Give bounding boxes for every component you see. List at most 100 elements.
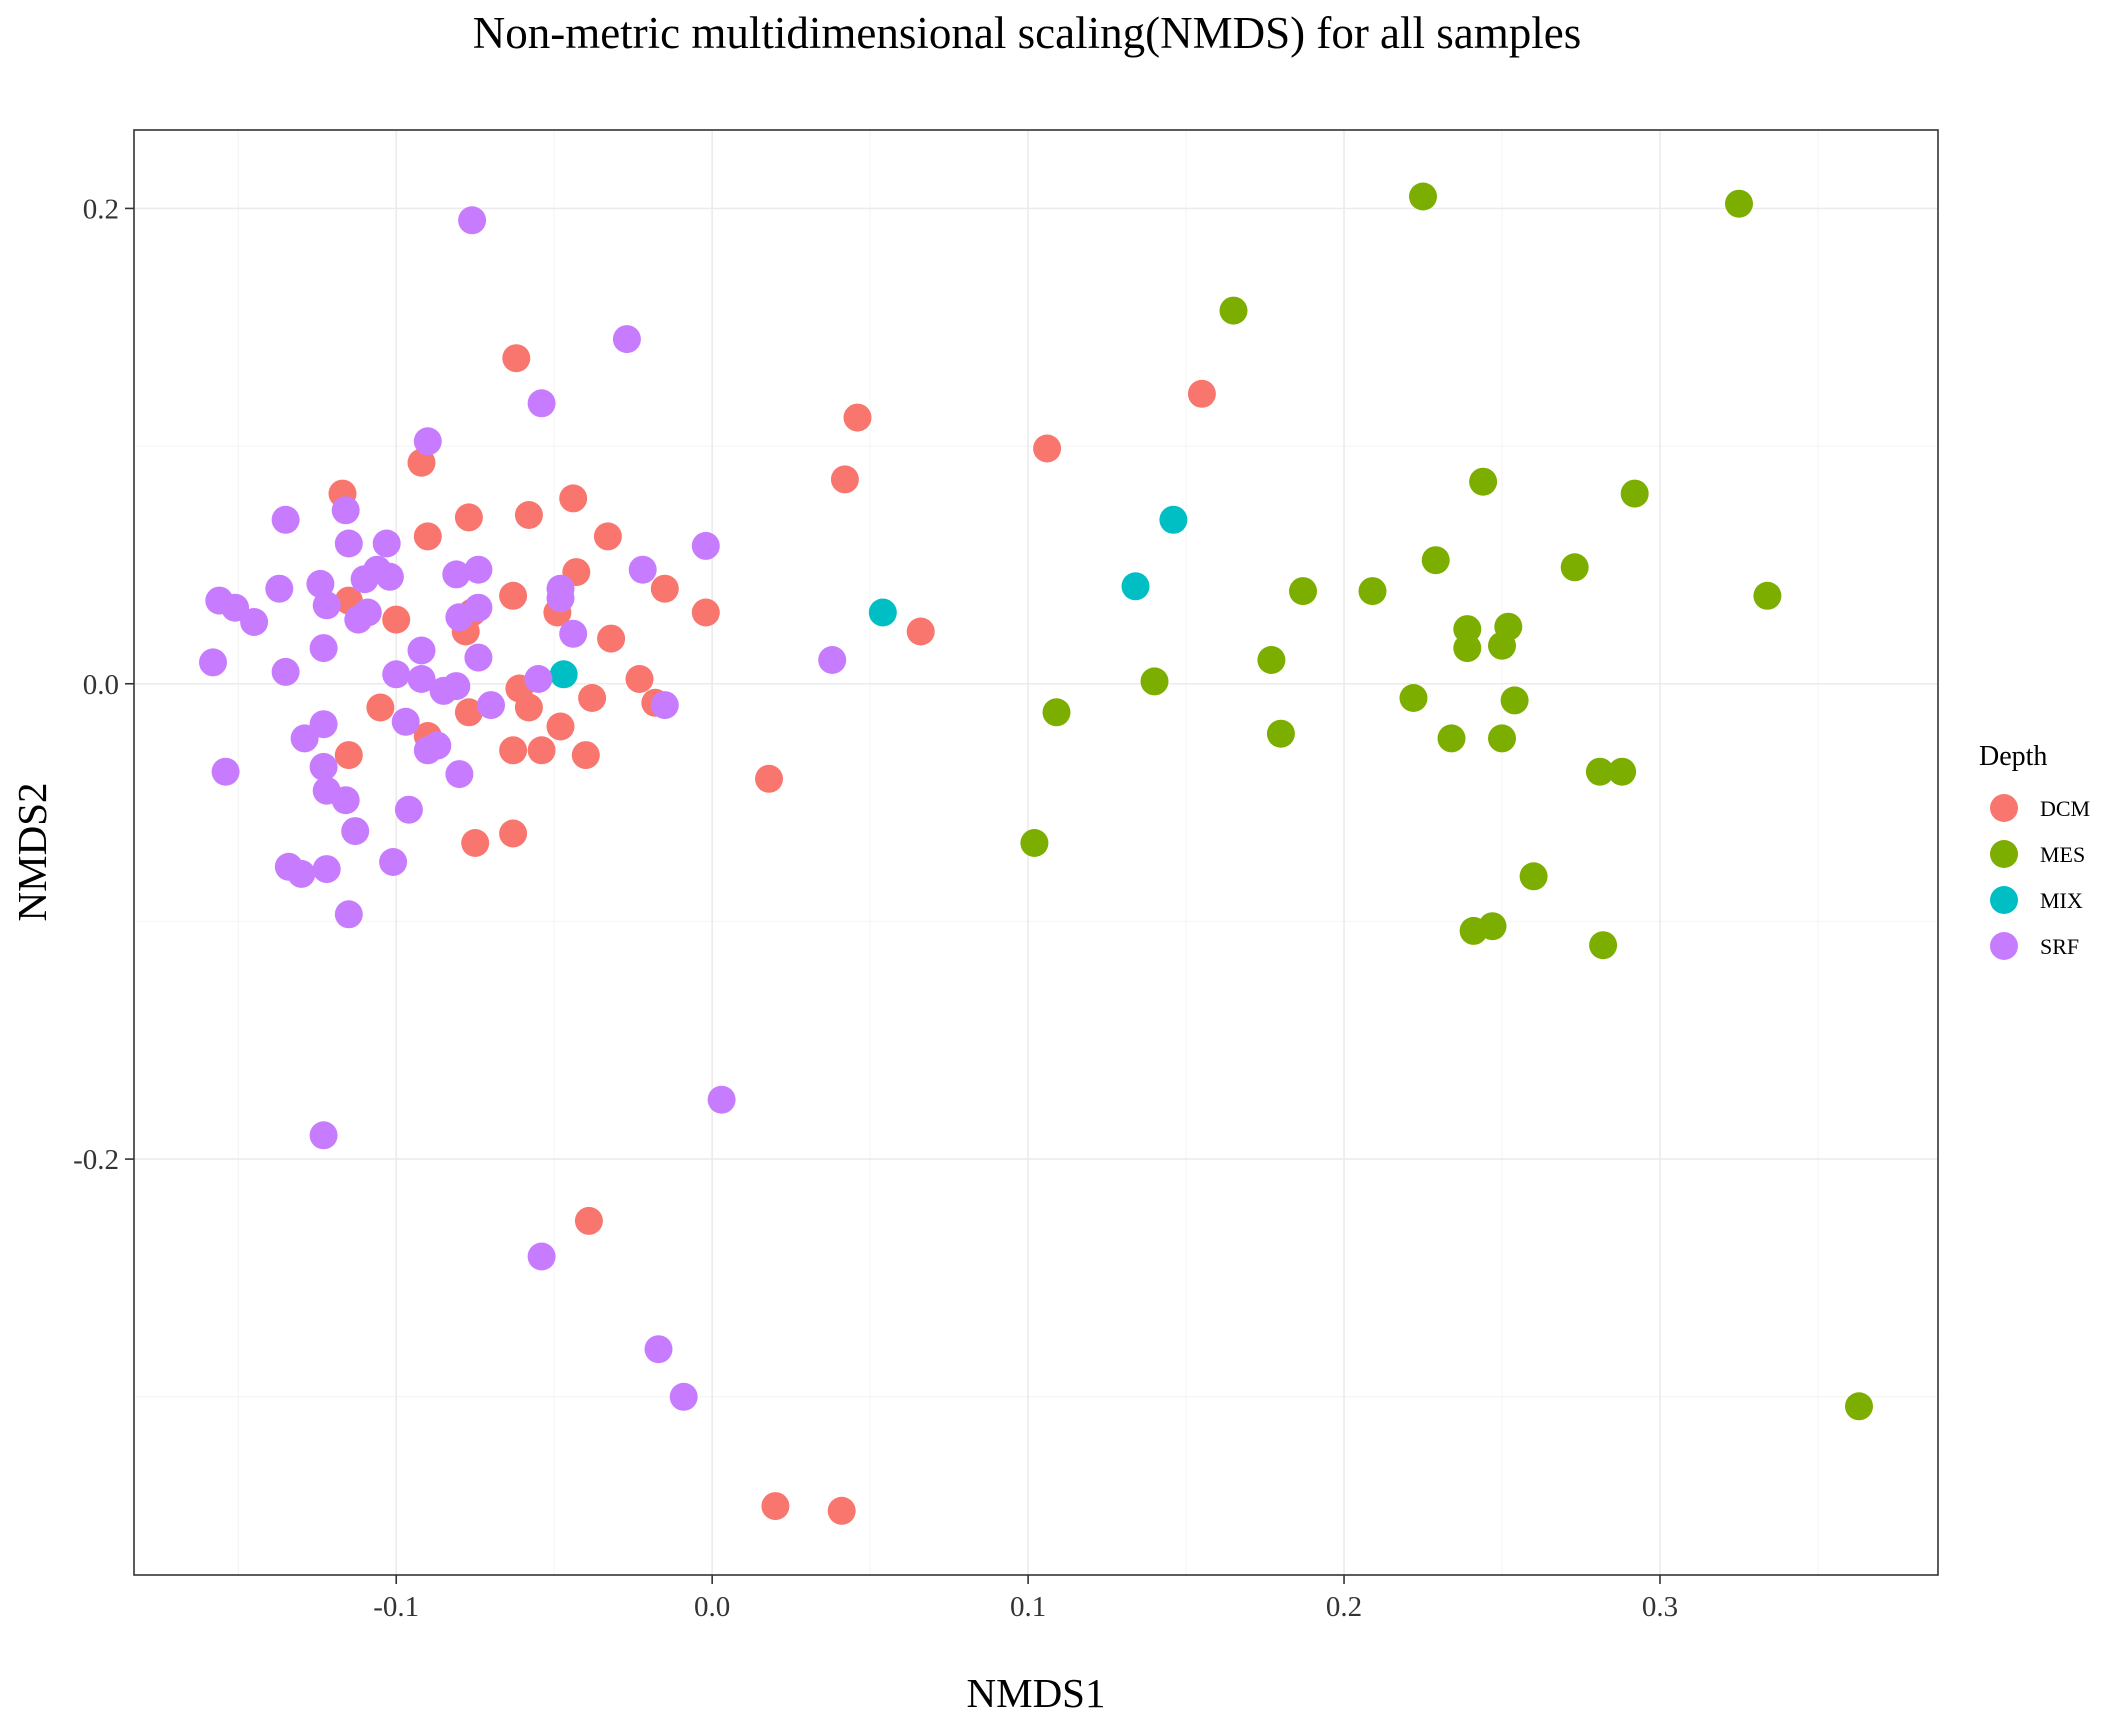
point-dcm [334, 741, 363, 770]
legend-label-dcm: DCM [2040, 796, 2090, 821]
point-dcm [527, 736, 556, 765]
point-srf [221, 593, 250, 622]
y-tick-label: 0.2 [83, 193, 119, 225]
point-dcm [691, 598, 720, 627]
point-srf [442, 560, 471, 589]
point-srf [524, 665, 553, 693]
point-srf [344, 605, 373, 634]
point-srf [287, 859, 316, 888]
point-srf [265, 574, 294, 603]
point-srf [669, 1382, 698, 1411]
grid-lines [134, 130, 1938, 1575]
point-dcm [499, 819, 528, 848]
x-tick-label: -0.1 [373, 1591, 419, 1623]
point-srf [464, 555, 493, 584]
point-srf [309, 634, 338, 663]
point-dcm [454, 698, 483, 727]
point-mes [1500, 686, 1529, 715]
plot-panel [133, 129, 1939, 1576]
point-dcm [461, 829, 490, 857]
point-mix [1121, 572, 1150, 601]
point-srf [559, 619, 588, 648]
point-srf [372, 529, 401, 558]
legend-label-srf: SRF [2040, 934, 2079, 959]
legend-item-dcm: DCM [1990, 794, 2090, 822]
point-mes [1478, 912, 1507, 941]
point-srf [290, 724, 319, 753]
point-srf [612, 325, 641, 354]
point-srf [309, 752, 338, 781]
point-mes [1488, 631, 1516, 660]
data-points [199, 182, 1873, 1525]
axes: -0.1 0.0 0.1 0.2 0.3 -0.2 0.0 0.2 [73, 193, 1678, 1623]
series-mes [1020, 182, 1873, 1421]
point-srf [309, 1121, 338, 1150]
point-mes [1358, 577, 1387, 606]
point-srf [477, 691, 505, 720]
point-srf [199, 648, 227, 677]
point-mes [1845, 1392, 1873, 1421]
point-mes [1257, 646, 1286, 674]
point-mix [868, 598, 897, 627]
point-mes [1020, 829, 1049, 857]
y-tick-label: 0.0 [83, 669, 119, 701]
point-srf [271, 505, 300, 534]
x-tick-label: 0.0 [694, 1591, 730, 1623]
point-mes [1585, 757, 1614, 786]
point-dcm [559, 484, 588, 513]
point-dcm [650, 574, 679, 603]
point-dcm [502, 344, 531, 373]
point-srf [341, 817, 370, 846]
point-srf [240, 608, 269, 636]
chart-title: Non-metric multidimensional scaling(NMDS… [473, 8, 1582, 58]
legend-title: Depth [1979, 741, 2047, 772]
legend-label-mix: MIX [2040, 888, 2083, 913]
point-srf [363, 555, 392, 584]
point-dcm [755, 764, 783, 793]
point-srf [818, 646, 847, 674]
point-dcm [407, 448, 436, 477]
point-dcm [1187, 379, 1216, 408]
point-mes [1620, 479, 1649, 508]
point-mes [1399, 684, 1428, 712]
point-mes [1219, 296, 1248, 325]
legend-key-dcm [1990, 794, 2018, 822]
point-mes [1453, 634, 1482, 663]
point-mes [1519, 862, 1548, 891]
point-dcm [454, 503, 483, 532]
point-srf [464, 643, 493, 672]
point-mes [1589, 931, 1618, 960]
point-srf [546, 584, 575, 613]
point-srf [527, 1242, 556, 1271]
point-srf [458, 206, 487, 235]
point-mes [1608, 757, 1637, 786]
point-dcm [382, 605, 411, 634]
point-dcm [843, 403, 872, 432]
point-mes [1266, 719, 1295, 748]
point-dcm [546, 712, 575, 741]
point-mes [1725, 189, 1753, 218]
point-srf [211, 757, 240, 786]
point-srf [407, 665, 436, 693]
point-mes [1437, 724, 1466, 753]
point-srf [650, 691, 679, 720]
x-tick-label: 0.3 [1642, 1591, 1678, 1623]
point-srf [334, 529, 363, 558]
point-mes [1421, 546, 1450, 575]
point-srf [707, 1085, 736, 1114]
point-srf [312, 591, 341, 620]
point-srf [413, 736, 442, 765]
legend-item-mes: MES [1990, 840, 2085, 868]
point-mes [1753, 581, 1782, 610]
point-mes [1469, 467, 1498, 496]
point-srf [429, 676, 458, 705]
x-tick-label: 0.2 [1326, 1591, 1362, 1623]
point-srf [413, 427, 442, 456]
point-dcm [597, 624, 626, 653]
point-mix [549, 660, 578, 689]
point-dcm [830, 465, 859, 494]
point-srf [334, 900, 363, 929]
point-dcm [827, 1496, 856, 1525]
point-dcm [574, 1206, 603, 1235]
point-dcm [499, 581, 528, 610]
